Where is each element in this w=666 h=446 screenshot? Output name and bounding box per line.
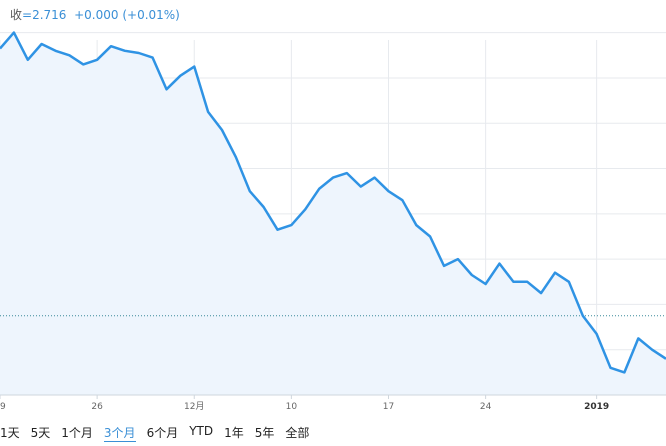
range-button-7[interactable]: 5年 [254, 426, 275, 440]
quote-change: +0.000 [74, 8, 119, 22]
x-tick-label-4: 17 [383, 402, 394, 412]
price-chart[interactable]: 9 26 12月 10 17 24 2019 [0, 0, 666, 420]
price-line [0, 31, 666, 374]
x-tick-label-5: 24 [480, 402, 492, 412]
range-button-6[interactable]: 1年 [224, 426, 244, 440]
range-button-3[interactable]: 3个月 [103, 426, 136, 442]
range-button-5[interactable]: YTD [189, 424, 214, 438]
quote-label: 收 [10, 8, 23, 22]
x-tick-label-2: 12月 [184, 401, 204, 412]
quote-readout: 收=2.716 +0.000 (+0.01%) [10, 6, 180, 23]
x-tick-label-3: 10 [286, 402, 298, 412]
x-tick-label-0: 9 [0, 402, 6, 412]
quote-value: =2.716 [22, 8, 67, 22]
x-tick-label-6: 2019 [584, 402, 609, 412]
quote-change-pct: (+0.01%) [122, 8, 180, 22]
range-button-8[interactable]: 全部 [285, 426, 310, 440]
range-selector: 1天 5天 1个月 3个月 6个月 YTD 1年 5年 全部 [0, 424, 320, 442]
x-axis-ticks: 9 26 12月 10 17 24 2019 [0, 395, 609, 412]
x-tick-label-1: 26 [91, 402, 103, 412]
range-button-1[interactable]: 5天 [30, 426, 51, 440]
range-button-4[interactable]: 6个月 [146, 426, 179, 440]
range-button-2[interactable]: 1个月 [61, 426, 93, 440]
range-button-0[interactable]: 1天 [0, 426, 20, 440]
price-area [0, 32, 666, 395]
